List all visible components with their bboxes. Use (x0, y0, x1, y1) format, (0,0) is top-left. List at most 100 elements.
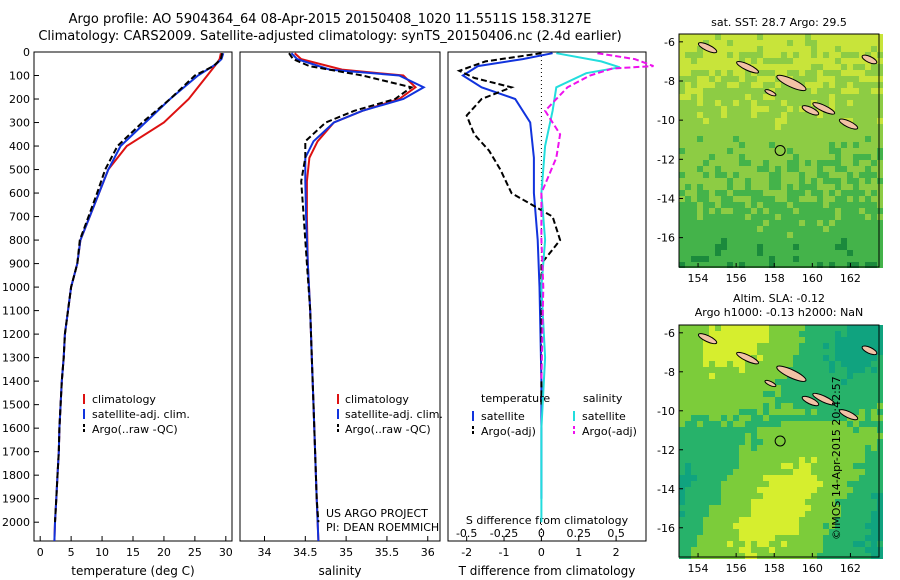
sla-map-cell (799, 469, 805, 475)
sst-map-cell (847, 100, 853, 106)
sla-map-cell (829, 535, 835, 541)
sla-map-cell (787, 385, 793, 391)
sla-map-cell (733, 409, 739, 415)
sla-map-cell (829, 457, 835, 463)
sst-map-cell (859, 46, 865, 52)
sst-map-cell (859, 106, 865, 112)
sla-map-cell (847, 547, 853, 553)
sst-map-cell (745, 184, 751, 190)
sst-map-cell (865, 88, 871, 94)
sst-map-cell (721, 244, 727, 250)
sst-map-cell (811, 172, 817, 178)
sst-map-cell (775, 172, 781, 178)
sla-map-cell (835, 535, 841, 541)
sla-map-cell (733, 445, 739, 451)
sst-map-cell (793, 172, 799, 178)
sla-map-cell (877, 379, 883, 385)
sla-map-cell (799, 439, 805, 445)
sla-map-cell (715, 451, 721, 457)
island-shape (736, 351, 760, 365)
sst-map-cell (715, 148, 721, 154)
sst-map-cell (745, 142, 751, 148)
sla-map-cell (817, 499, 823, 505)
sla-map-cell (859, 415, 865, 421)
difference-series-line (540, 52, 621, 523)
map-y-tick-label: -10 (657, 114, 675, 127)
sla-map-cell (793, 409, 799, 415)
sst-map-cell (739, 40, 745, 46)
sla-map-cell (745, 343, 751, 349)
sst-map-cell (817, 46, 823, 52)
sst-map-cell (841, 244, 847, 250)
sla-map-cell (733, 463, 739, 469)
sla-map-cell (865, 397, 871, 403)
sla-map-cell (757, 415, 763, 421)
sst-map-cell (865, 250, 871, 256)
sla-map-cell (727, 325, 733, 331)
sst-map-cell (751, 208, 757, 214)
sst-map-cell (715, 178, 721, 184)
sst-map-cell (871, 196, 877, 202)
sst-map-cell (739, 232, 745, 238)
sla-map-cell (787, 523, 793, 529)
sla-map-cell (853, 433, 859, 439)
sla-map-cell (811, 499, 817, 505)
sla-map-cell (823, 439, 829, 445)
sst-map-cell (757, 238, 763, 244)
sla-map-cell (805, 469, 811, 475)
sla-map-cell (811, 529, 817, 535)
sla-map-cell (769, 523, 775, 529)
sst-map-cell (727, 166, 733, 172)
sst-map-cell (751, 142, 757, 148)
sla-map-cell (793, 391, 799, 397)
sst-map-cell (703, 82, 709, 88)
sst-map-cell (721, 34, 727, 40)
sst-map-cell (745, 88, 751, 94)
sst-map-cell (871, 220, 877, 226)
sst-map-cell (709, 82, 715, 88)
sla-map-cell (805, 331, 811, 337)
sst-map-cell (781, 148, 787, 154)
sst-map-cell (817, 100, 823, 106)
sst-map-cell (805, 226, 811, 232)
sst-map-cell (871, 100, 877, 106)
sla-map-cell (847, 361, 853, 367)
sst-map-cell (847, 88, 853, 94)
sla-map-cell (733, 355, 739, 361)
sla-map-cell (781, 355, 787, 361)
sst-map-cell (823, 76, 829, 82)
sla-map-cell (763, 451, 769, 457)
sst-map-cell (817, 76, 823, 82)
sst-map-cell (739, 70, 745, 76)
sst-map-cell (721, 52, 727, 58)
sst-map-cell (811, 46, 817, 52)
sst-map-cell (877, 256, 883, 262)
sst-map-cell (847, 220, 853, 226)
sst-map-cell (679, 124, 685, 130)
sla-map-cell (751, 475, 757, 481)
sst-map-cell (727, 184, 733, 190)
sla-map-cell (817, 529, 823, 535)
sst-map-cell (877, 52, 883, 58)
map-x-tick-label: 160 (802, 562, 823, 575)
sst-map-cell (709, 64, 715, 70)
sla-map-cell (787, 433, 793, 439)
sla-map-cell (691, 409, 697, 415)
sla-map-cell (823, 349, 829, 355)
sla-map-cell (793, 367, 799, 373)
sla-map-cell (787, 505, 793, 511)
sst-map-cell (871, 94, 877, 100)
sla-map-cell (811, 547, 817, 553)
sla-map-cell (817, 403, 823, 409)
sst-map-cell (715, 46, 721, 52)
sst-map-cell (805, 256, 811, 262)
sla-map-cell (745, 511, 751, 517)
sst-map-cell (859, 178, 865, 184)
sla-map-cell (829, 505, 835, 511)
sla-map-cell (745, 553, 751, 559)
sst-map-cell (697, 88, 703, 94)
sst-map-cell (745, 178, 751, 184)
sst-map-cell (823, 184, 829, 190)
sla-map-cell (697, 361, 703, 367)
sst-map-cell (685, 118, 691, 124)
